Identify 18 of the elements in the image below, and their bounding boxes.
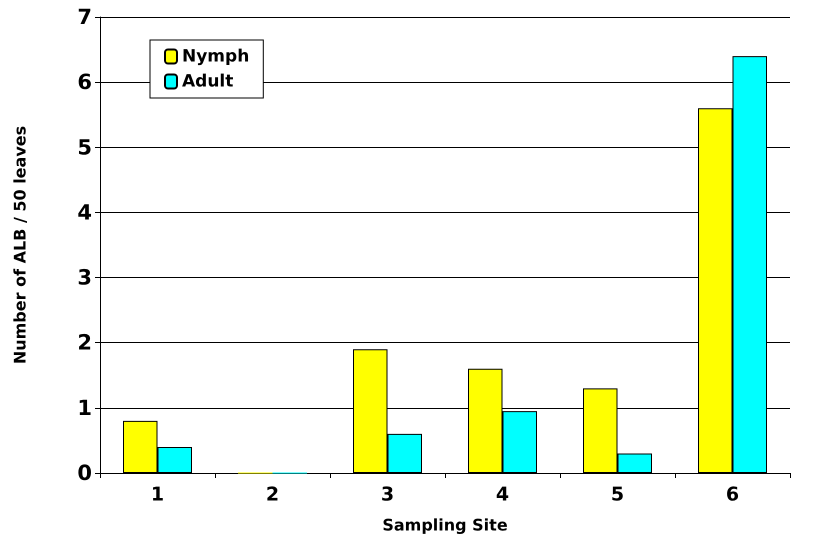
x-tick-label: 1 [150, 484, 164, 506]
y-tick-label: 6 [77, 70, 92, 94]
y-tick-label: 0 [77, 461, 92, 485]
y-tick-label: 1 [77, 396, 92, 420]
legend-label: Nymph [182, 46, 250, 66]
x-axis-title: Sampling Site [382, 516, 508, 534]
y-tick-label: 3 [77, 266, 92, 290]
x-tick-label: 5 [610, 484, 624, 506]
y-tick-label: 7 [77, 5, 92, 29]
x-tick-label: 6 [726, 484, 740, 506]
x-tick-label: 4 [496, 484, 510, 506]
legend-label: Adult [182, 72, 234, 92]
y-tick-label: 2 [77, 330, 92, 355]
y-tick-label: 4 [77, 200, 92, 224]
y-axis-title: Number of ALB / 50 leaves [10, 126, 30, 364]
x-tick-label: 3 [380, 484, 394, 506]
y-tick-label: 5 [77, 135, 92, 160]
x-tick-label: 2 [266, 484, 280, 506]
